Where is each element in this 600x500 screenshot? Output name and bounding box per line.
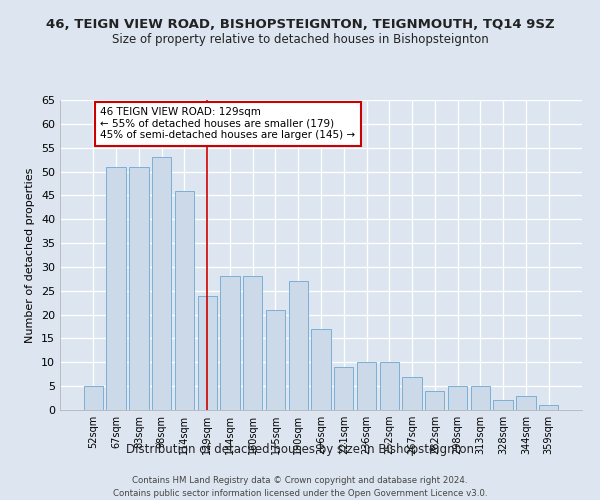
Bar <box>380 362 399 410</box>
Text: 46 TEIGN VIEW ROAD: 129sqm
← 55% of detached houses are smaller (179)
45% of sem: 46 TEIGN VIEW ROAD: 129sqm ← 55% of deta… <box>100 107 355 140</box>
Bar <box>243 276 262 410</box>
Bar <box>357 362 376 410</box>
Bar <box>106 167 126 410</box>
Y-axis label: Number of detached properties: Number of detached properties <box>25 168 35 342</box>
Bar <box>289 281 308 410</box>
Text: Size of property relative to detached houses in Bishopsteignton: Size of property relative to detached ho… <box>112 32 488 46</box>
Bar <box>129 167 149 410</box>
Bar <box>425 391 445 410</box>
Bar <box>311 329 331 410</box>
Bar <box>448 386 467 410</box>
Bar <box>470 386 490 410</box>
Text: Distribution of detached houses by size in Bishopsteignton: Distribution of detached houses by size … <box>126 442 474 456</box>
Bar <box>516 396 536 410</box>
Text: 46, TEIGN VIEW ROAD, BISHOPSTEIGNTON, TEIGNMOUTH, TQ14 9SZ: 46, TEIGN VIEW ROAD, BISHOPSTEIGNTON, TE… <box>46 18 554 30</box>
Bar <box>266 310 285 410</box>
Bar <box>197 296 217 410</box>
Bar <box>493 400 513 410</box>
Bar <box>220 276 239 410</box>
Bar <box>152 157 172 410</box>
Bar <box>334 367 353 410</box>
Bar <box>539 405 558 410</box>
Bar <box>175 190 194 410</box>
Text: Contains HM Land Registry data © Crown copyright and database right 2024.
Contai: Contains HM Land Registry data © Crown c… <box>113 476 487 498</box>
Bar <box>403 376 422 410</box>
Bar <box>84 386 103 410</box>
